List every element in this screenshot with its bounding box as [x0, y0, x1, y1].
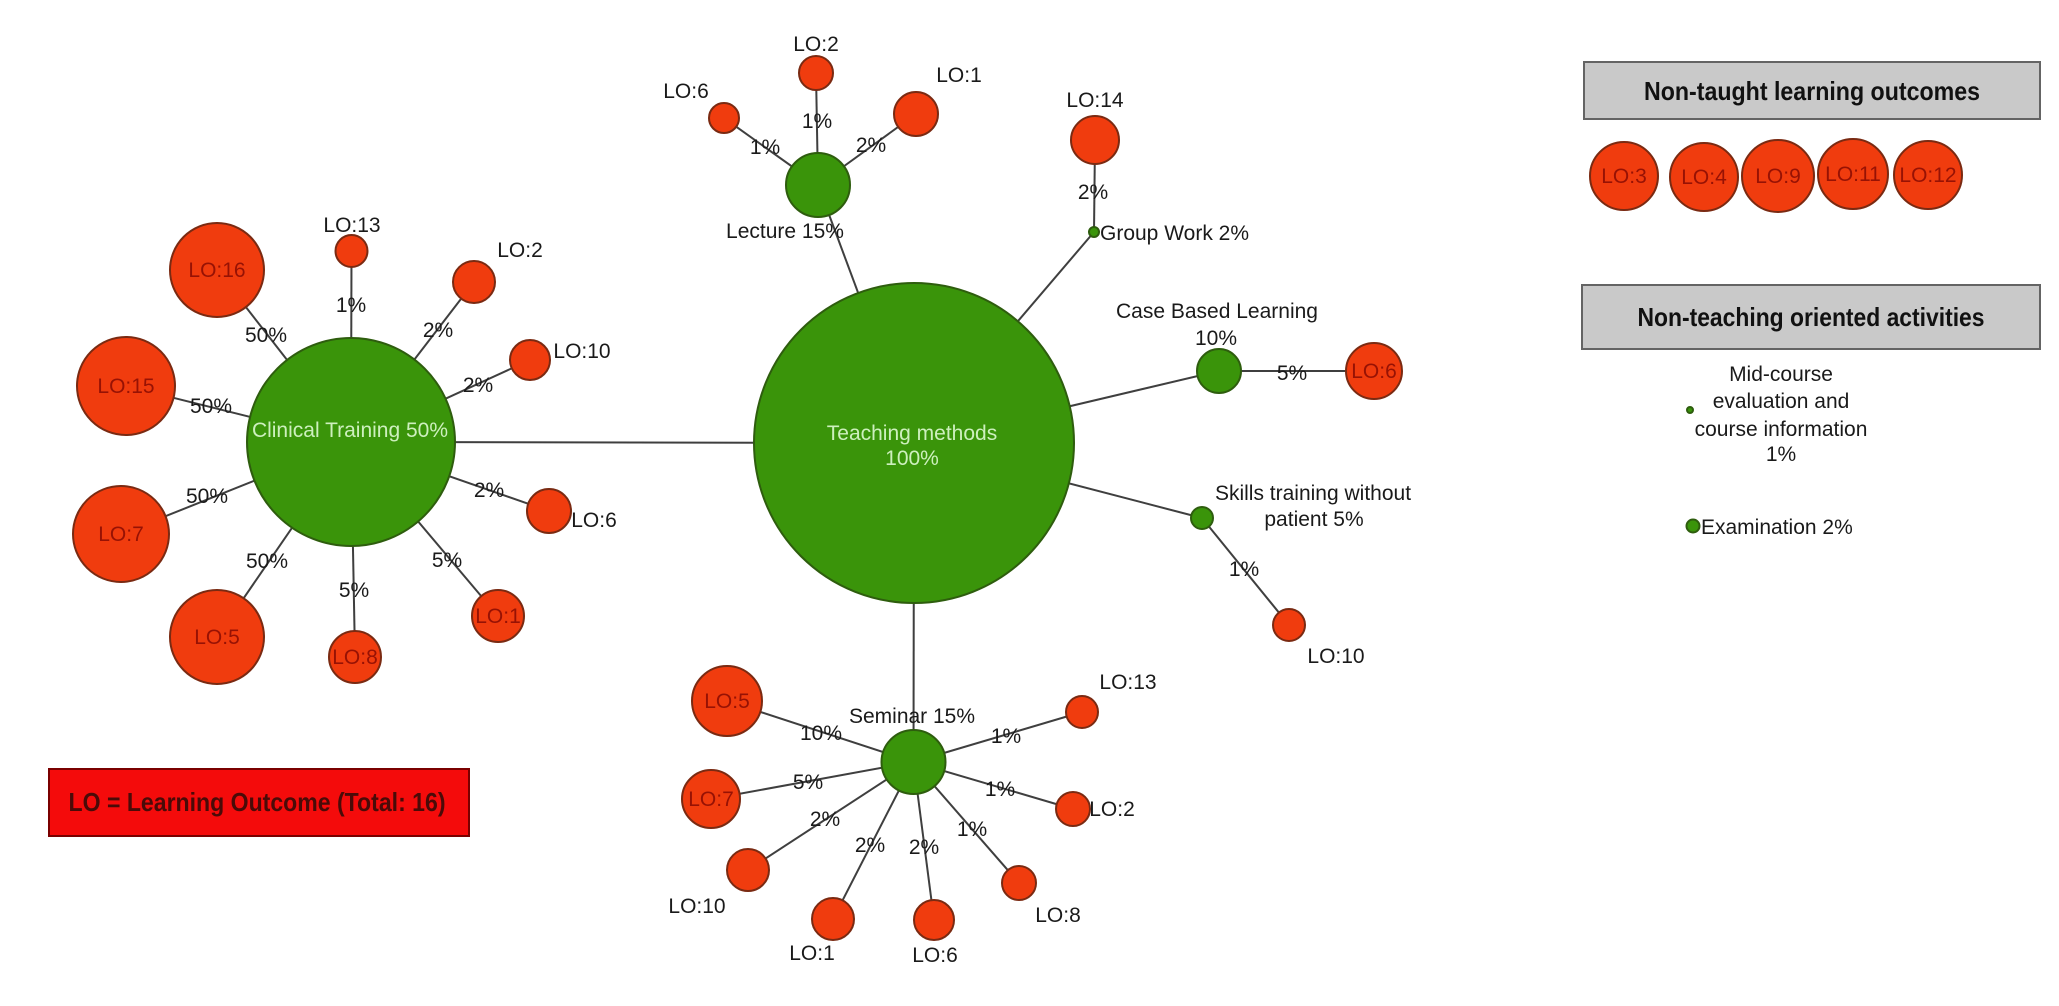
svg-text:LO:15: LO:15 — [97, 375, 154, 398]
svg-text:LO:1: LO:1 — [475, 605, 521, 628]
svg-text:5%: 5% — [432, 549, 462, 572]
svg-text:100%: 100% — [885, 447, 939, 470]
svg-text:Non-teaching oriented activiti: Non-teaching oriented activities — [1638, 302, 1985, 332]
svg-text:LO:1: LO:1 — [789, 942, 835, 965]
svg-text:LO:13: LO:13 — [1099, 671, 1156, 694]
svg-text:Non-taught learning outcomes: Non-taught learning outcomes — [1644, 76, 1980, 106]
svg-text:5%: 5% — [339, 579, 369, 602]
svg-text:Group Work 2%: Group Work 2% — [1100, 222, 1249, 245]
svg-text:LO:1: LO:1 — [936, 64, 982, 87]
svg-text:LO:2: LO:2 — [1089, 798, 1135, 821]
svg-text:1%: 1% — [1229, 558, 1259, 581]
svg-text:2%: 2% — [423, 319, 453, 342]
svg-text:LO:11: LO:11 — [1825, 163, 1881, 186]
svg-text:LO:6: LO:6 — [663, 80, 709, 103]
svg-text:LO = Learning Outcome (Total:: LO = Learning Outcome (Total: 16) — [69, 787, 446, 817]
svg-text:50%: 50% — [246, 550, 288, 573]
svg-text:2%: 2% — [810, 808, 840, 831]
svg-text:2%: 2% — [855, 834, 885, 857]
svg-text:LO:2: LO:2 — [497, 239, 543, 262]
svg-text:LO:9: LO:9 — [1755, 165, 1801, 188]
svg-text:LO:5: LO:5 — [704, 690, 750, 713]
svg-text:50%: 50% — [245, 324, 287, 347]
svg-text:LO:6: LO:6 — [1351, 360, 1397, 383]
svg-text:Clinical Training 50%: Clinical Training 50% — [252, 419, 448, 442]
svg-text:evaluation and: evaluation and — [1713, 390, 1850, 413]
svg-text:LO:7: LO:7 — [688, 788, 734, 811]
svg-text:Seminar 15%: Seminar 15% — [849, 705, 975, 728]
svg-text:50%: 50% — [186, 485, 228, 508]
svg-text:Skills training without: Skills training without — [1215, 482, 1411, 505]
svg-text:LO:3: LO:3 — [1601, 165, 1647, 188]
svg-text:1%: 1% — [336, 294, 366, 317]
svg-text:Teaching methods: Teaching methods — [827, 422, 997, 445]
svg-text:LO:16: LO:16 — [188, 259, 245, 282]
svg-text:50%: 50% — [190, 395, 232, 418]
svg-text:1%: 1% — [991, 725, 1021, 748]
svg-text:2%: 2% — [474, 479, 504, 502]
svg-text:LO:12: LO:12 — [1899, 164, 1956, 187]
svg-text:5%: 5% — [1277, 362, 1307, 385]
svg-text:Mid-course: Mid-course — [1729, 363, 1833, 386]
svg-text:LO:14: LO:14 — [1066, 89, 1124, 112]
svg-text:1%: 1% — [802, 110, 832, 133]
svg-text:10%: 10% — [800, 722, 842, 745]
svg-text:LO:10: LO:10 — [553, 340, 610, 363]
svg-text:LO:5: LO:5 — [194, 626, 240, 649]
svg-text:LO:6: LO:6 — [912, 944, 958, 967]
svg-text:patient 5%: patient 5% — [1264, 508, 1363, 531]
svg-text:2%: 2% — [1078, 181, 1108, 204]
svg-text:LO:8: LO:8 — [332, 646, 378, 669]
svg-text:10%: 10% — [1195, 327, 1237, 350]
svg-text:1%: 1% — [957, 818, 987, 841]
svg-text:LO:6: LO:6 — [571, 509, 617, 532]
svg-text:LO:10: LO:10 — [668, 895, 725, 918]
svg-text:LO:7: LO:7 — [98, 523, 144, 546]
svg-text:5%: 5% — [793, 771, 823, 794]
svg-text:2%: 2% — [856, 134, 886, 157]
svg-text:Lecture 15%: Lecture 15% — [726, 220, 844, 243]
svg-text:1%: 1% — [750, 136, 780, 159]
svg-text:1%: 1% — [1766, 443, 1796, 466]
svg-text:Examination 2%: Examination 2% — [1701, 516, 1853, 539]
svg-text:LO:10: LO:10 — [1307, 645, 1364, 668]
svg-text:2%: 2% — [463, 374, 493, 397]
svg-text:course information: course information — [1695, 418, 1868, 441]
svg-text:2%: 2% — [909, 836, 939, 859]
svg-text:LO:13: LO:13 — [323, 214, 380, 237]
svg-text:LO:4: LO:4 — [1681, 166, 1727, 189]
svg-text:LO:2: LO:2 — [793, 33, 839, 56]
svg-text:1%: 1% — [985, 778, 1015, 801]
svg-text:Case Based Learning: Case Based Learning — [1116, 300, 1318, 323]
svg-text:LO:8: LO:8 — [1035, 904, 1081, 927]
